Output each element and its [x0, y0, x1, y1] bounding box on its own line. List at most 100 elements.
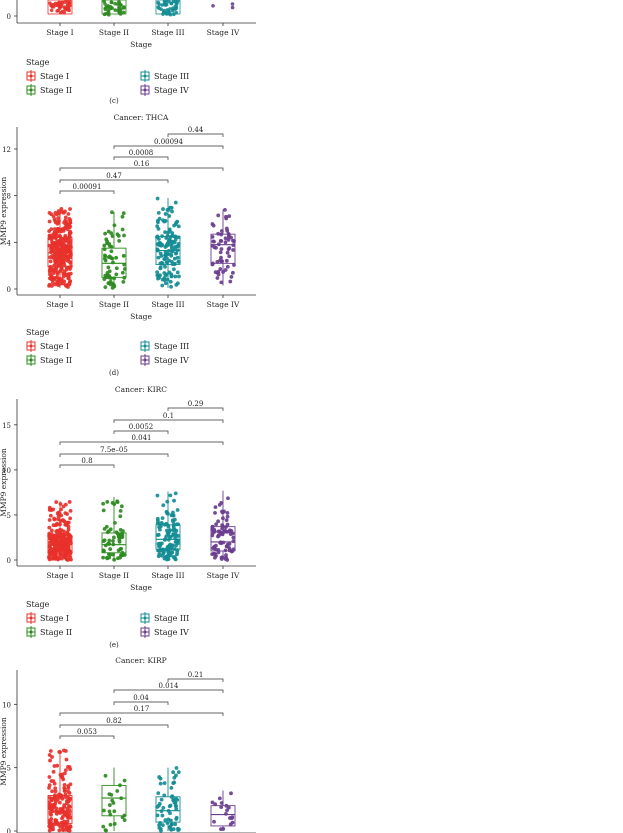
data-point: [223, 548, 228, 553]
data-point: [168, 7, 172, 11]
data-point: [57, 254, 61, 259]
bracket: [113, 689, 224, 693]
panel-label: (c): [109, 97, 119, 105]
legend-label: Stage III: [154, 72, 189, 81]
data-point: [229, 275, 234, 279]
data-point: [168, 528, 173, 533]
data-point: [119, 7, 123, 11]
data-point: [52, 764, 57, 768]
data-point: [226, 237, 231, 242]
data-point: [157, 775, 162, 779]
box: [155, 796, 181, 823]
box: [210, 805, 236, 827]
p-value: 0.21: [188, 671, 204, 679]
data-point: [48, 513, 53, 518]
y-axis-label: MMP9 expression: [0, 448, 8, 517]
data-point: [57, 795, 62, 800]
data-point: [161, 805, 166, 810]
y-tick-label: 5: [7, 765, 11, 773]
data-point: [113, 8, 118, 12]
comparison-3: 0.04: [113, 694, 169, 705]
x-tick-label: Stage IV: [207, 571, 240, 580]
p-value: 0.17: [134, 705, 150, 713]
data-point: [160, 813, 165, 818]
y-tick-label: 15: [2, 422, 11, 430]
data-point: [53, 220, 58, 225]
x-tick-label: Stage II: [99, 571, 129, 580]
y-tick-label: 10: [2, 467, 11, 475]
data-point: [59, 507, 63, 512]
data-point: [108, 527, 113, 532]
data-point: [68, 767, 73, 771]
data-point: [55, 279, 59, 284]
data-point: [228, 279, 233, 284]
data-point: [159, 797, 164, 802]
data-point: [49, 779, 54, 783]
data-point: [114, 255, 119, 260]
data-point: [171, 513, 176, 518]
legend-label: Stage III: [154, 342, 189, 351]
data-point: [156, 255, 161, 260]
data-point: [162, 271, 167, 275]
data-point: [174, 533, 178, 538]
data-point: [103, 253, 107, 258]
comparison-2: 0.1: [113, 412, 224, 423]
data-point: [111, 539, 115, 543]
data-point: [57, 5, 62, 9]
data-point: [47, 219, 52, 224]
data-point: [169, 786, 174, 790]
data-point: [57, 800, 62, 805]
data-point: [159, 541, 164, 546]
y-axis-label: MMP9 expression: [0, 177, 8, 246]
comparison-6: 0.053: [59, 728, 115, 739]
x-tick-label: Stage III: [151, 571, 184, 580]
data-point: [108, 822, 113, 827]
data-point: [210, 800, 215, 805]
data-point: [68, 279, 73, 283]
data-point: [117, 238, 122, 243]
data-point: [174, 543, 178, 548]
box: [210, 526, 236, 552]
data-point: [163, 212, 168, 216]
x-tick-label: Stage II: [99, 28, 129, 37]
data-point: [213, 802, 218, 807]
data-point: [230, 270, 235, 275]
data-point: [65, 815, 70, 820]
data-point: [110, 234, 115, 239]
p-value: 0.44: [188, 126, 204, 134]
data-point: [213, 510, 217, 515]
data-point: [216, 519, 220, 524]
data-point: [114, 272, 119, 277]
comparison-5: 0.82: [59, 717, 169, 728]
data-point: [230, 820, 235, 825]
bracket: [113, 145, 224, 149]
data-point: [105, 499, 110, 504]
data-point: [111, 535, 116, 540]
legend-d: Stage Stage I Stage II Stage III Stage IV: [26, 328, 189, 366]
data-point: [47, 554, 52, 559]
comparison-5: 0.47: [59, 172, 169, 183]
bracket: [59, 453, 169, 457]
data-point: [174, 220, 179, 225]
data-point: [48, 811, 53, 816]
data-point: [58, 242, 62, 247]
data-point: [103, 773, 108, 778]
data-point: [59, 207, 64, 211]
data-point: [210, 234, 215, 239]
x-axis-label: Stage: [130, 40, 152, 49]
data-point: [169, 1, 173, 6]
data-point: [115, 499, 120, 504]
data-point: [122, 275, 127, 280]
data-point: [53, 276, 58, 280]
data-point: [162, 276, 167, 281]
data-point: [65, 3, 70, 7]
data-point: [156, 218, 160, 223]
data-point: [62, 812, 67, 817]
data-point: [62, 783, 67, 787]
data-point: [157, 552, 162, 557]
bracket: [59, 735, 115, 739]
data-point: [60, 255, 65, 260]
data-point: [102, 808, 106, 813]
data-point: [176, 259, 181, 264]
